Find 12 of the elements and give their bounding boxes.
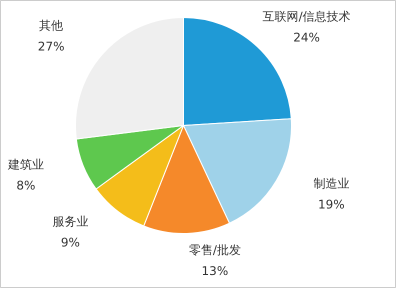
data-label: 24% <box>293 30 320 45</box>
slice-label: 服务业 <box>52 214 88 229</box>
slice-label: 制造业 <box>313 176 350 191</box>
data-label: 8% <box>16 178 36 193</box>
slice-label: 其他 <box>39 18 64 33</box>
data-label: 27% <box>38 40 64 54</box>
slice-label: 互联网/信息技术 <box>262 10 351 24</box>
slice-label: 零售/批发 <box>188 242 241 257</box>
data-label: 13% <box>202 264 228 278</box>
data-label: 19% <box>318 198 345 212</box>
slice-label: 建筑业 <box>6 158 44 172</box>
data-label: 9% <box>60 236 80 250</box>
